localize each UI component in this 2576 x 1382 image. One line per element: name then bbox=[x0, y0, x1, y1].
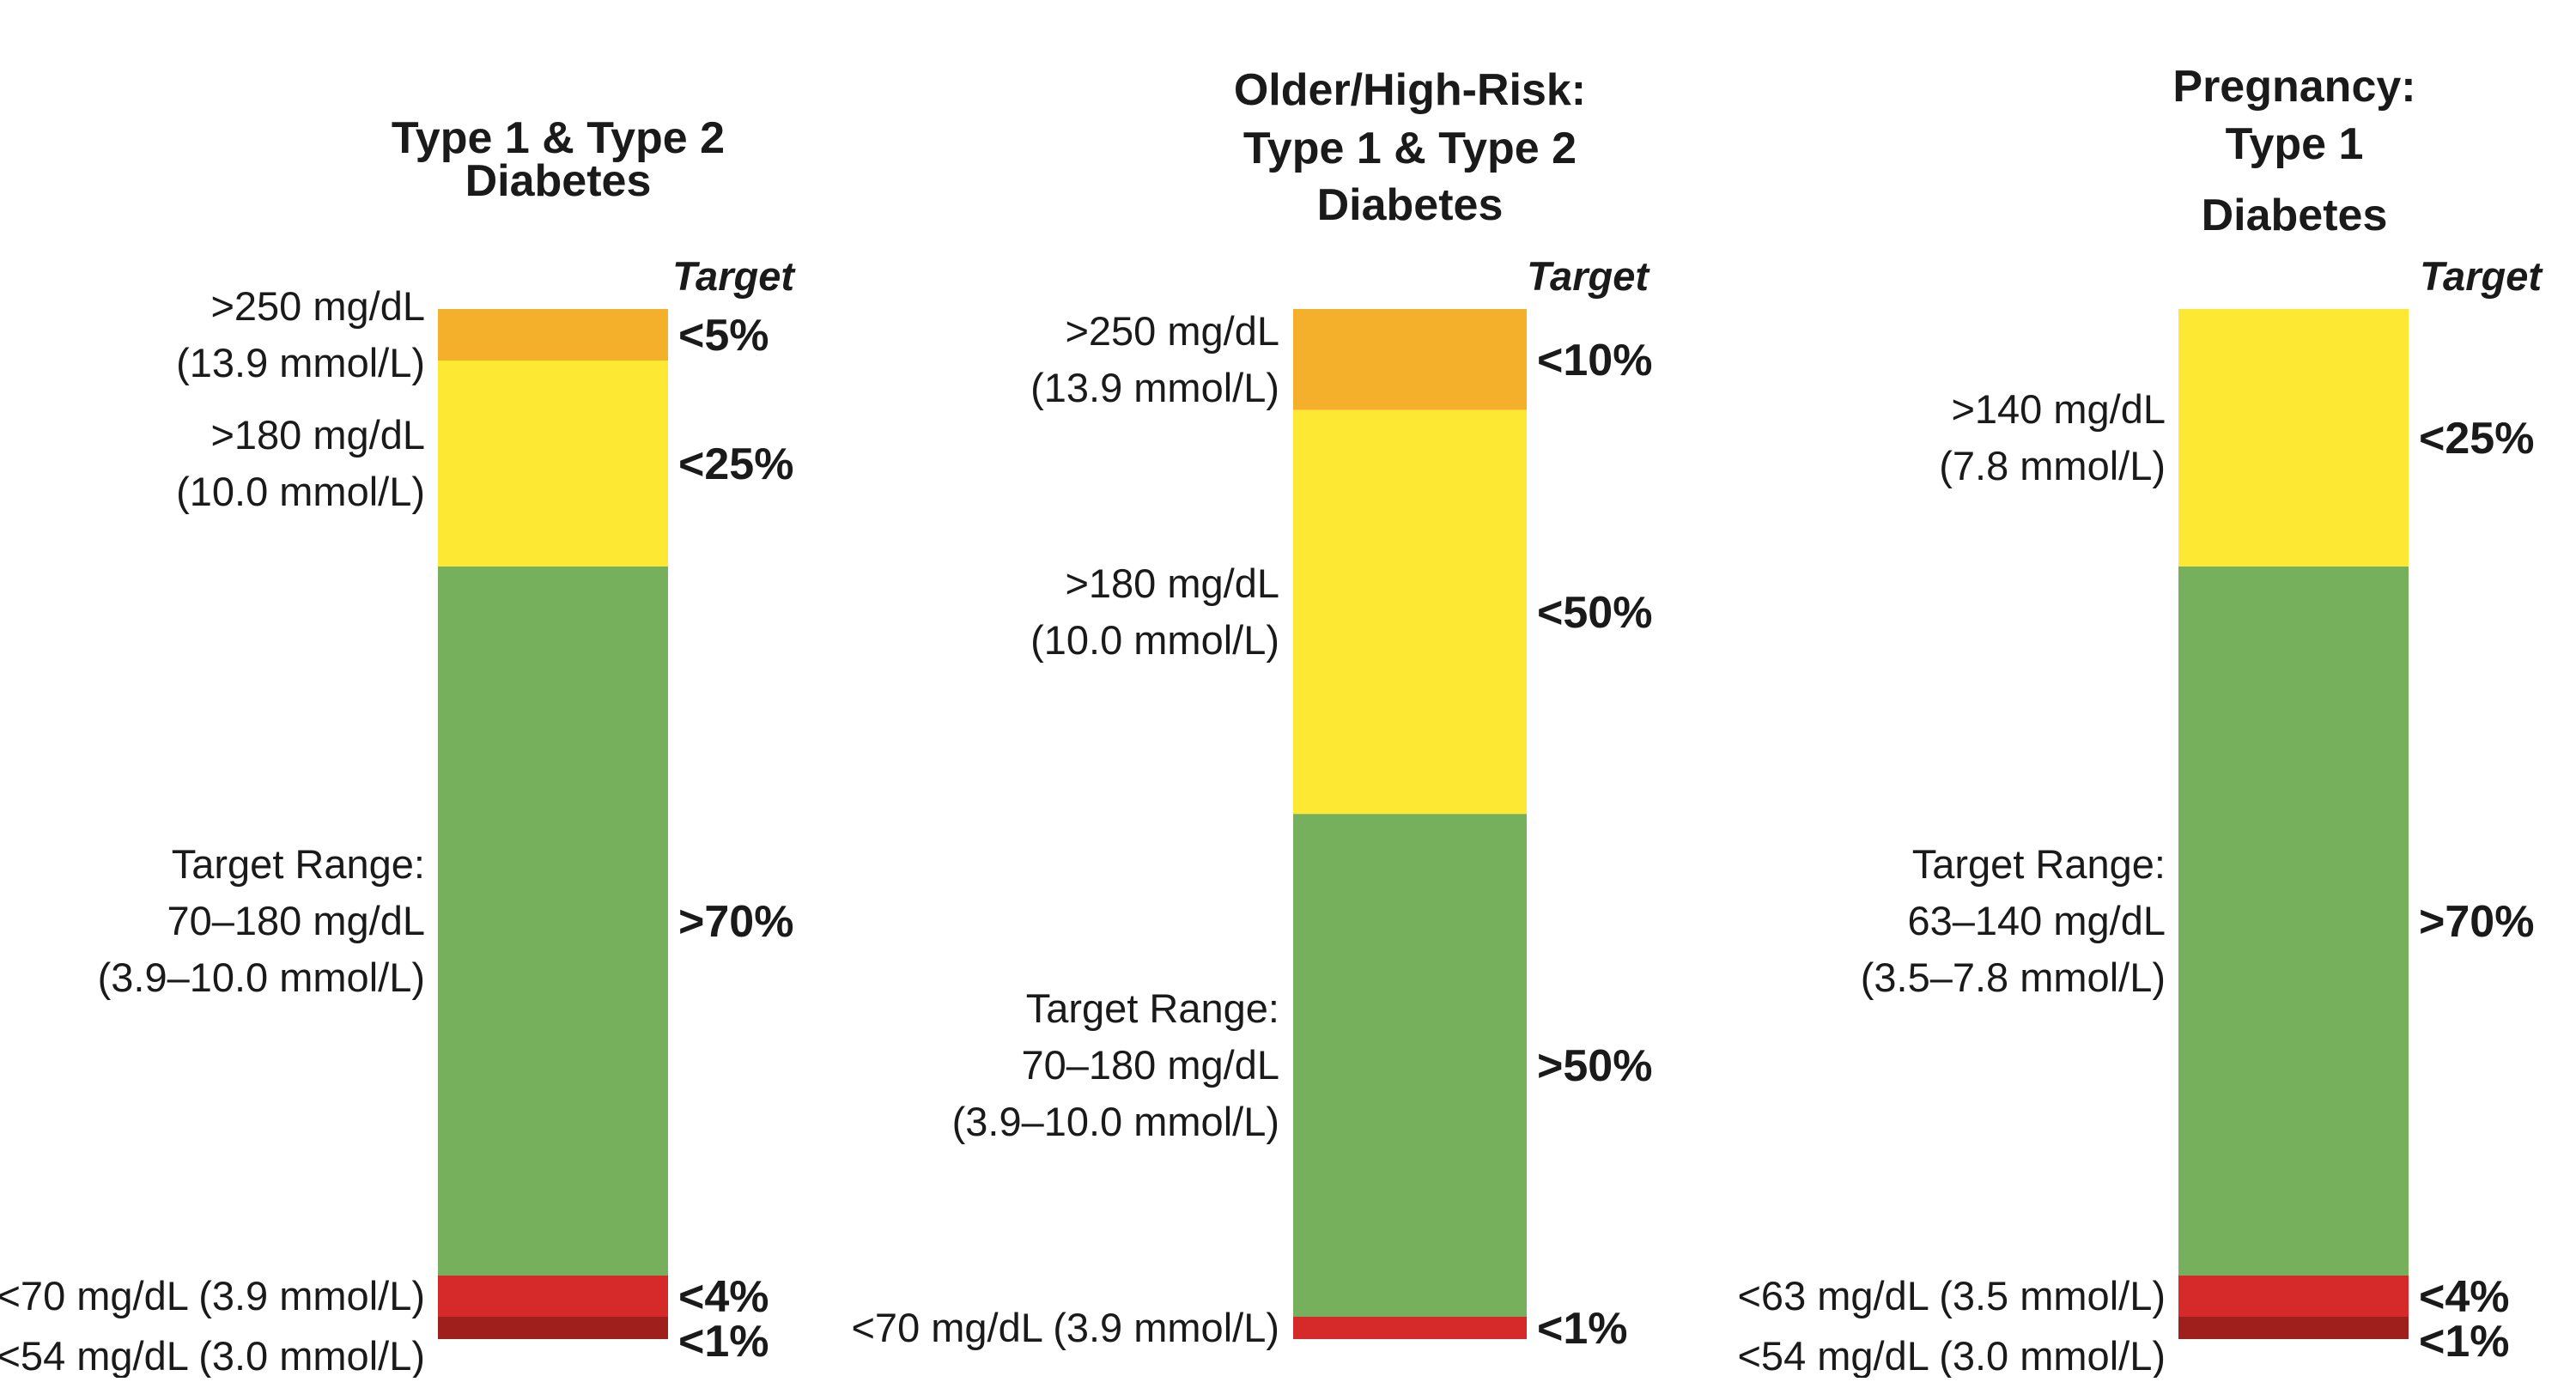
range-label: >180 mg/dL bbox=[1065, 561, 1279, 606]
range-label: Target Range: bbox=[1026, 985, 1279, 1031]
panel-title-line: Diabetes bbox=[465, 156, 652, 206]
range-label: (7.8 mmol/L) bbox=[1939, 443, 2166, 488]
target-percentage: <1% bbox=[1537, 1304, 1628, 1354]
panel-title-line: Type 1 & Type 2 bbox=[1243, 124, 1577, 173]
target-header: Target bbox=[2420, 253, 2543, 299]
bar-segment-very_high bbox=[438, 309, 668, 361]
panel-title-line: Diabetes bbox=[1317, 180, 1504, 230]
target-percentage: <1% bbox=[2419, 1317, 2510, 1367]
range-label: >250 mg/dL bbox=[210, 283, 425, 329]
bar-segment-high bbox=[2178, 309, 2409, 567]
range-label: >180 mg/dL bbox=[210, 412, 425, 458]
panel-title-line: Older/High-Risk: bbox=[1234, 65, 1586, 115]
target-percentage: <4% bbox=[2419, 1272, 2510, 1322]
bar-segment-very_high bbox=[1293, 309, 1527, 410]
range-label: (13.9 mmol/L) bbox=[1030, 365, 1279, 410]
panel-title-line: Pregnancy: bbox=[2172, 62, 2415, 112]
range-label: (3.9–10.0 mmol/L) bbox=[98, 955, 425, 1000]
panel-title-line: Type 1 bbox=[2226, 119, 2364, 169]
panel-title-line: Diabetes bbox=[2202, 191, 2388, 240]
range-label: <70 mg/dL (3.9 mmol/L) bbox=[851, 1305, 1279, 1350]
range-label: (10.0 mmol/L) bbox=[176, 469, 425, 514]
target-percentage: <10% bbox=[1537, 336, 1652, 385]
bar-segment-in_range bbox=[438, 567, 668, 1276]
bar-segment-low bbox=[1293, 1317, 1527, 1339]
range-label: (3.5–7.8 mmol/L) bbox=[1861, 955, 2166, 1000]
bar-segment-in_range bbox=[2178, 567, 2409, 1276]
bar-segment-high bbox=[438, 361, 668, 567]
range-label: (13.9 mmol/L) bbox=[176, 340, 425, 385]
range-label: <63 mg/dL (3.5 mmol/L) bbox=[1737, 1273, 2166, 1318]
range-label: Target Range: bbox=[172, 841, 425, 887]
range-label: 70–180 mg/dL bbox=[167, 898, 425, 943]
range-label: Target Range: bbox=[1912, 841, 2166, 887]
bar-segment-low bbox=[438, 1276, 668, 1317]
range-label: <70 mg/dL (3.9 mmol/L) bbox=[0, 1273, 425, 1318]
range-label: >140 mg/dL bbox=[1951, 386, 2166, 432]
range-label: (3.9–10.0 mmol/L) bbox=[952, 1099, 1279, 1144]
range-label: >250 mg/dL bbox=[1065, 308, 1279, 354]
bar-segment-in_range bbox=[1293, 814, 1527, 1317]
bar-segment-high bbox=[1293, 409, 1527, 815]
target-header: Target bbox=[1527, 253, 1650, 299]
target-header: Target bbox=[672, 253, 796, 299]
panel-title-line: Type 1 & Type 2 bbox=[392, 113, 725, 163]
range-label: 63–140 mg/dL bbox=[1907, 898, 2166, 943]
chart-panel-2: Older/High-Risk: Type 1 & Type 2 Diabetes T… bbox=[851, 65, 1652, 1354]
target-percentage: <1% bbox=[678, 1317, 769, 1367]
range-label: <54 mg/dL (3.0 mmol/L) bbox=[1737, 1333, 2166, 1378]
range-label: <54 mg/dL (3.0 mmol/L) bbox=[0, 1333, 425, 1378]
range-label: 70–180 mg/dL bbox=[1021, 1042, 1279, 1088]
chart-panel-3: Pregnancy: Type 1 Diabetes Target >140 mg/dL… bbox=[1737, 62, 2543, 1379]
target-percentage: >50% bbox=[1537, 1041, 1652, 1091]
target-percentage: >70% bbox=[2419, 897, 2534, 947]
target-percentage: <25% bbox=[2419, 414, 2534, 464]
target-percentage: >70% bbox=[678, 897, 793, 947]
target-percentage: <4% bbox=[678, 1272, 769, 1322]
bar-segment-very_low bbox=[438, 1317, 668, 1339]
range-label: (10.0 mmol/L) bbox=[1030, 617, 1279, 663]
bar-segment-very_low bbox=[2178, 1317, 2409, 1339]
target-percentage: <5% bbox=[678, 311, 769, 361]
target-percentage: <50% bbox=[1537, 588, 1652, 638]
bar-segment-low bbox=[2178, 1276, 2409, 1317]
target-percentage: <25% bbox=[678, 439, 793, 489]
